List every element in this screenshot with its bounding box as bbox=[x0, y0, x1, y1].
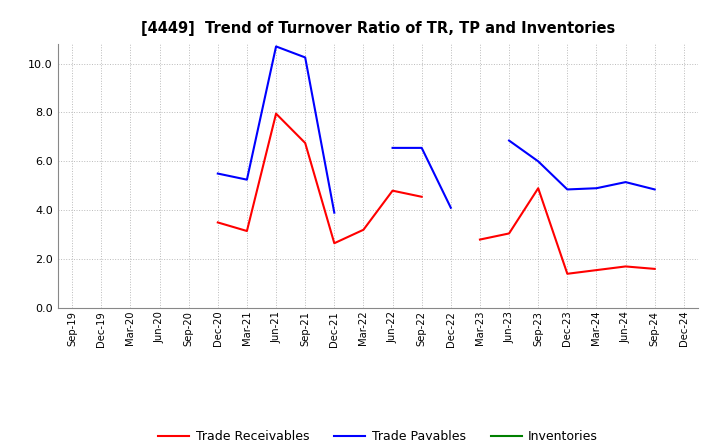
Trade Receivables bbox=[476, 237, 485, 242]
Trade Payables bbox=[301, 55, 310, 60]
Trade Receivables bbox=[301, 140, 310, 146]
Trade Receivables bbox=[621, 264, 630, 269]
Trade Receivables bbox=[534, 186, 543, 191]
Trade Payables bbox=[505, 138, 513, 143]
Trade Payables bbox=[621, 180, 630, 185]
Trade Receivables bbox=[505, 231, 513, 236]
Trade Payables bbox=[213, 171, 222, 176]
Trade Payables bbox=[418, 145, 426, 150]
Trade Receivables bbox=[592, 268, 600, 273]
Trade Payables bbox=[330, 210, 338, 215]
Trade Payables bbox=[563, 187, 572, 192]
Trade Receivables bbox=[213, 220, 222, 225]
Trade Receivables bbox=[388, 188, 397, 193]
Trade Receivables bbox=[330, 241, 338, 246]
Trade Payables bbox=[592, 186, 600, 191]
Trade Payables bbox=[534, 159, 543, 164]
Trade Receivables bbox=[563, 271, 572, 276]
Trade Receivables bbox=[650, 266, 659, 271]
Trade Receivables bbox=[243, 228, 251, 234]
Trade Payables bbox=[446, 205, 455, 210]
Trade Payables bbox=[650, 187, 659, 192]
Trade Payables bbox=[243, 177, 251, 182]
Trade Receivables bbox=[359, 227, 368, 232]
Line: Trade Receivables: Trade Receivables bbox=[217, 114, 654, 274]
Legend: Trade Receivables, Trade Payables, Inventories: Trade Receivables, Trade Payables, Inven… bbox=[153, 425, 603, 440]
Title: [4449]  Trend of Turnover Ratio of TR, TP and Inventories: [4449] Trend of Turnover Ratio of TR, TP… bbox=[141, 21, 615, 36]
Trade Payables bbox=[271, 44, 280, 49]
Trade Receivables bbox=[418, 194, 426, 199]
Line: Trade Payables: Trade Payables bbox=[217, 47, 654, 213]
Trade Payables bbox=[388, 145, 397, 150]
Trade Receivables bbox=[271, 111, 280, 116]
